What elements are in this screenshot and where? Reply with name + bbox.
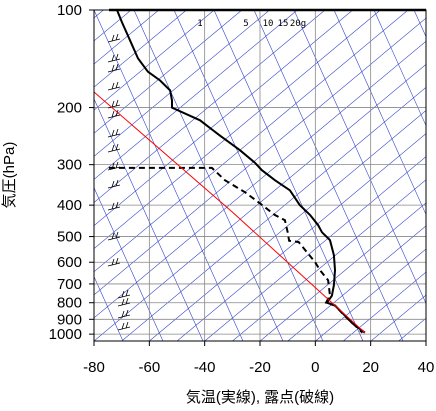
y-tick-label: 500 <box>57 229 82 246</box>
y-tick-label: 400 <box>57 197 82 214</box>
isotherm <box>94 10 215 111</box>
wind-barb <box>107 63 121 73</box>
profiles <box>94 10 366 334</box>
isotherm <box>232 179 426 341</box>
y-tick-label: 900 <box>57 311 82 328</box>
y-tick-label: 100 <box>57 2 82 19</box>
temperature-line <box>94 91 366 334</box>
x-tick-label: -80 <box>83 359 105 376</box>
wind-barb <box>107 53 121 63</box>
isotherm <box>94 10 353 226</box>
isotherm <box>94 10 270 157</box>
isotherm <box>204 156 426 341</box>
adiabat <box>94 187 164 341</box>
mixing-ratio-label: 1 <box>197 19 202 29</box>
x-tick-label: 0 <box>311 359 319 376</box>
wind-barb <box>107 201 121 211</box>
wind-barb <box>107 109 121 119</box>
dewpoint-line <box>108 166 364 334</box>
adiabat <box>94 10 244 341</box>
y-tick-label: 800 <box>57 295 82 312</box>
wind-barb <box>107 81 121 91</box>
wind-barb <box>117 289 131 299</box>
y-tick-label: 200 <box>57 100 82 117</box>
x-tick-label: -40 <box>194 359 216 376</box>
wind-barb <box>107 33 121 43</box>
isotherm <box>149 110 426 341</box>
isotherm <box>121 87 426 341</box>
y-tick-label: 700 <box>57 276 82 293</box>
adiabat <box>373 10 426 127</box>
wind-barb <box>107 231 121 241</box>
mixing-ratio-label: 20g <box>290 19 306 29</box>
wind-barb <box>107 257 121 267</box>
y-axis-title: 気圧(hPa) <box>1 142 18 209</box>
isotherm <box>176 133 426 341</box>
y-tick-label: 600 <box>57 254 82 271</box>
wind-barb <box>107 143 121 153</box>
x-tick-label: -60 <box>138 359 160 376</box>
y-tick-label: 300 <box>57 157 82 174</box>
isotherm <box>94 10 298 180</box>
isotherm <box>287 225 426 341</box>
background-lines <box>94 10 436 341</box>
x-tick-label: 40 <box>418 359 435 376</box>
wind-barb <box>107 99 121 109</box>
isotherm <box>94 10 243 134</box>
adiabat <box>213 10 364 341</box>
adiabat <box>413 10 426 38</box>
x-tick-label: 20 <box>362 359 379 376</box>
x-tick-label: -20 <box>249 359 271 376</box>
isotherm <box>94 40 426 319</box>
y-tick-label: 1000 <box>49 326 82 343</box>
x-axis-title: 気温(実線), 露点(破線) <box>186 389 334 406</box>
isotherm <box>94 17 426 296</box>
adiabat <box>333 10 426 216</box>
isotherm <box>94 10 326 203</box>
wind-barb <box>107 179 121 189</box>
adiabat <box>253 10 404 341</box>
wind-barb <box>117 321 131 331</box>
mixing-ratio-label: 15 <box>278 19 289 29</box>
adiabat <box>133 10 284 341</box>
isotherm <box>94 10 187 88</box>
adiabat <box>94 275 124 341</box>
isotherm <box>94 10 409 273</box>
isotherm <box>94 63 426 341</box>
isotherm <box>343 271 426 341</box>
temperature-line <box>116 10 366 334</box>
wind-barb <box>117 297 131 307</box>
mixing-ratio-label: 10 <box>263 19 274 29</box>
wind-barbs <box>107 33 131 331</box>
mixing-ratio-label: 5 <box>243 19 248 29</box>
isotherm <box>260 202 426 341</box>
adiabat <box>173 10 324 341</box>
wind-barb <box>117 309 131 319</box>
wind-barb <box>107 128 121 138</box>
isotherm <box>315 248 426 341</box>
adiabat <box>293 10 426 305</box>
isotherm <box>426 10 436 341</box>
isotherm <box>94 10 381 250</box>
adiabat <box>94 98 204 341</box>
